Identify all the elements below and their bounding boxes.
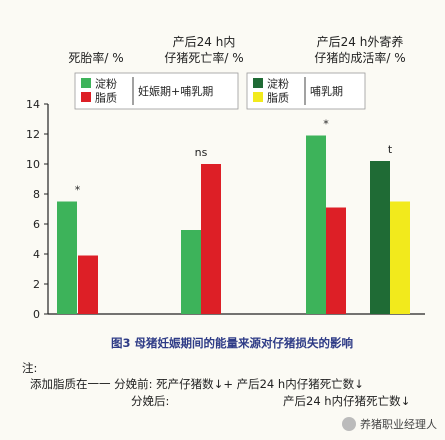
significance-label: ns xyxy=(195,146,208,159)
legend-period: 妊娠期+哺乳期 xyxy=(138,84,213,98)
legend-label: 脂质 xyxy=(95,91,117,105)
legend-box xyxy=(246,72,366,110)
group-title: 产后24 h内 xyxy=(173,35,236,49)
bar-4-1 xyxy=(370,161,390,314)
legend-label: 淀粉 xyxy=(95,77,117,91)
y-tick-label: 2 xyxy=(33,278,40,291)
significance-label: * xyxy=(75,184,81,197)
legend-period: 哺乳期 xyxy=(310,85,343,98)
group-title: 死胎率/ % xyxy=(68,50,123,65)
watermark-text: 养猪职业经理人 xyxy=(360,418,437,431)
note-line-2-left: 分娩后: xyxy=(131,394,170,408)
note-line-2-right: 产后24 h内仔猪死亡数↓ xyxy=(283,394,411,408)
y-tick-label: 14 xyxy=(26,98,40,111)
legend-label: 脂质 xyxy=(267,91,289,105)
y-tick-label: 12 xyxy=(26,128,40,141)
chart-caption: 图3 母猪妊娠期间的能量来源对仔猪损失的影响 xyxy=(111,336,353,350)
bar-3-2 xyxy=(326,207,346,314)
bar-1-2 xyxy=(78,255,98,314)
bar-3-1 xyxy=(306,135,326,314)
bar-2-1 xyxy=(181,230,201,314)
y-tick-label: 8 xyxy=(33,188,40,201)
y-tick-label: 6 xyxy=(33,218,40,231)
legend-swatch xyxy=(81,92,91,102)
significance-label: * xyxy=(323,118,329,131)
group-title: 产后24 h外寄养 xyxy=(317,34,404,49)
y-tick-label: 4 xyxy=(33,248,40,261)
note-line-1: 添加脂质在一一 分娩前: 死产仔猪数↓+ 产后24 h内仔猪死亡数↓ xyxy=(30,377,364,391)
significance-label: t xyxy=(388,143,393,156)
legend-label: 淀粉 xyxy=(267,77,289,91)
legend-box xyxy=(74,72,239,110)
legend-swatch xyxy=(253,92,263,102)
note-label: 注: xyxy=(22,361,38,375)
bar-2-2 xyxy=(201,164,221,314)
group-title: 仔猪的成活率/ % xyxy=(314,50,405,65)
y-tick-label: 0 xyxy=(33,308,40,321)
bar-1-1 xyxy=(57,201,77,314)
legend-swatch xyxy=(81,78,91,88)
y-tick-label: 10 xyxy=(26,158,40,171)
bar-4-2 xyxy=(390,201,410,314)
group-title: 仔猪死亡率/ % xyxy=(164,50,243,65)
wechat-icon xyxy=(342,417,356,431)
legend-swatch xyxy=(253,78,263,88)
watermark: 养猪职业经理人 xyxy=(342,416,437,432)
